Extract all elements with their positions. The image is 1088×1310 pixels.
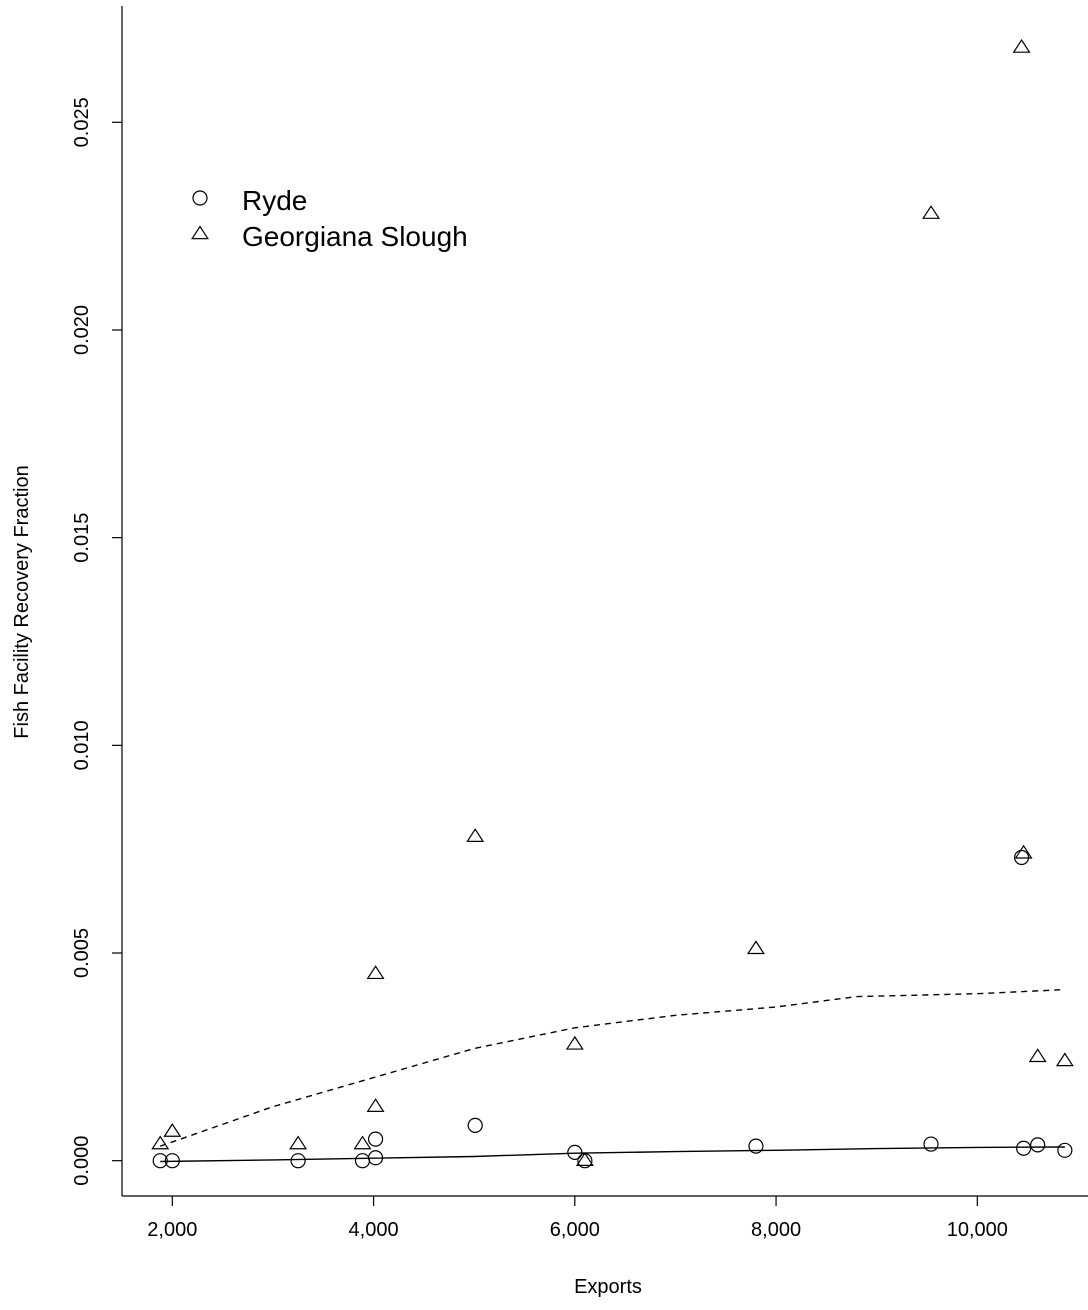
legend: Ryde Georgiana Slough bbox=[191, 185, 468, 252]
data-point-triangle bbox=[1012, 38, 1031, 53]
legend-label: Georgiana Slough bbox=[242, 221, 468, 252]
data-point-triangle bbox=[366, 1098, 385, 1112]
data-point-circle bbox=[354, 1153, 371, 1169]
data-point-triangle bbox=[565, 1035, 584, 1050]
data-point-triangle bbox=[746, 940, 765, 955]
data-point-triangle bbox=[575, 1152, 594, 1166]
data-point-circle bbox=[367, 1131, 384, 1147]
data-point-circle bbox=[467, 1117, 483, 1133]
data-point-triangle bbox=[151, 1135, 170, 1150]
legend-marker-triangle bbox=[191, 225, 209, 240]
data-point-triangle bbox=[353, 1135, 372, 1150]
trend-lines bbox=[159, 988, 1065, 1163]
legend-label: Ryde bbox=[242, 185, 307, 216]
data-point-triangle bbox=[163, 1123, 182, 1137]
x-tick-label: 8,000 bbox=[751, 1219, 801, 1241]
y-tick-label: 0.005 bbox=[71, 928, 93, 978]
data-point-circle bbox=[152, 1153, 168, 1169]
data-point-triangle bbox=[1014, 844, 1033, 859]
x-tick-label: 4,000 bbox=[349, 1219, 399, 1241]
data-point-circle bbox=[367, 1150, 384, 1166]
x-axis-label: Exports bbox=[574, 1276, 642, 1298]
x-tick-label: 10,000 bbox=[947, 1219, 1008, 1241]
x-tick-label: 2,000 bbox=[147, 1219, 197, 1241]
y-tick-label: 0.010 bbox=[71, 720, 93, 770]
data-point-circle bbox=[290, 1153, 306, 1169]
data-point-triangle bbox=[1055, 1052, 1074, 1067]
data-point-triangle bbox=[366, 965, 385, 980]
data-point-circle bbox=[164, 1153, 180, 1169]
data-point-circle bbox=[1015, 1140, 1032, 1156]
data-point-triangle bbox=[1028, 1048, 1047, 1063]
trend-line-circle bbox=[160, 1146, 1065, 1163]
data-point-triangle bbox=[466, 828, 485, 842]
y-tick-label: 0.000 bbox=[71, 1136, 93, 1186]
data-point-circle bbox=[748, 1138, 764, 1154]
trend-line-triangle bbox=[159, 988, 1065, 1147]
data-point-circle bbox=[923, 1136, 939, 1152]
data-point-circle bbox=[1057, 1142, 1073, 1158]
y-tick-label: 0.025 bbox=[71, 97, 93, 147]
x-tick-label: 6,000 bbox=[550, 1219, 600, 1241]
axes: 2,000 4,000 6,000 8,000 10,000 0.000 0.005 0.01… bbox=[71, 6, 1088, 1241]
data-point-triangle bbox=[289, 1135, 308, 1150]
data-point-triangle bbox=[922, 205, 941, 219]
data-point-circle bbox=[1030, 1137, 1046, 1153]
y-tick-label: 0.020 bbox=[71, 305, 93, 355]
y-axis-label: Fish Facility Recovery Fraction bbox=[11, 465, 33, 738]
data-point-circle bbox=[567, 1144, 583, 1160]
legend-marker-circle bbox=[192, 190, 208, 206]
y-tick-label: 0.015 bbox=[71, 513, 93, 563]
data-points bbox=[151, 38, 1074, 1169]
